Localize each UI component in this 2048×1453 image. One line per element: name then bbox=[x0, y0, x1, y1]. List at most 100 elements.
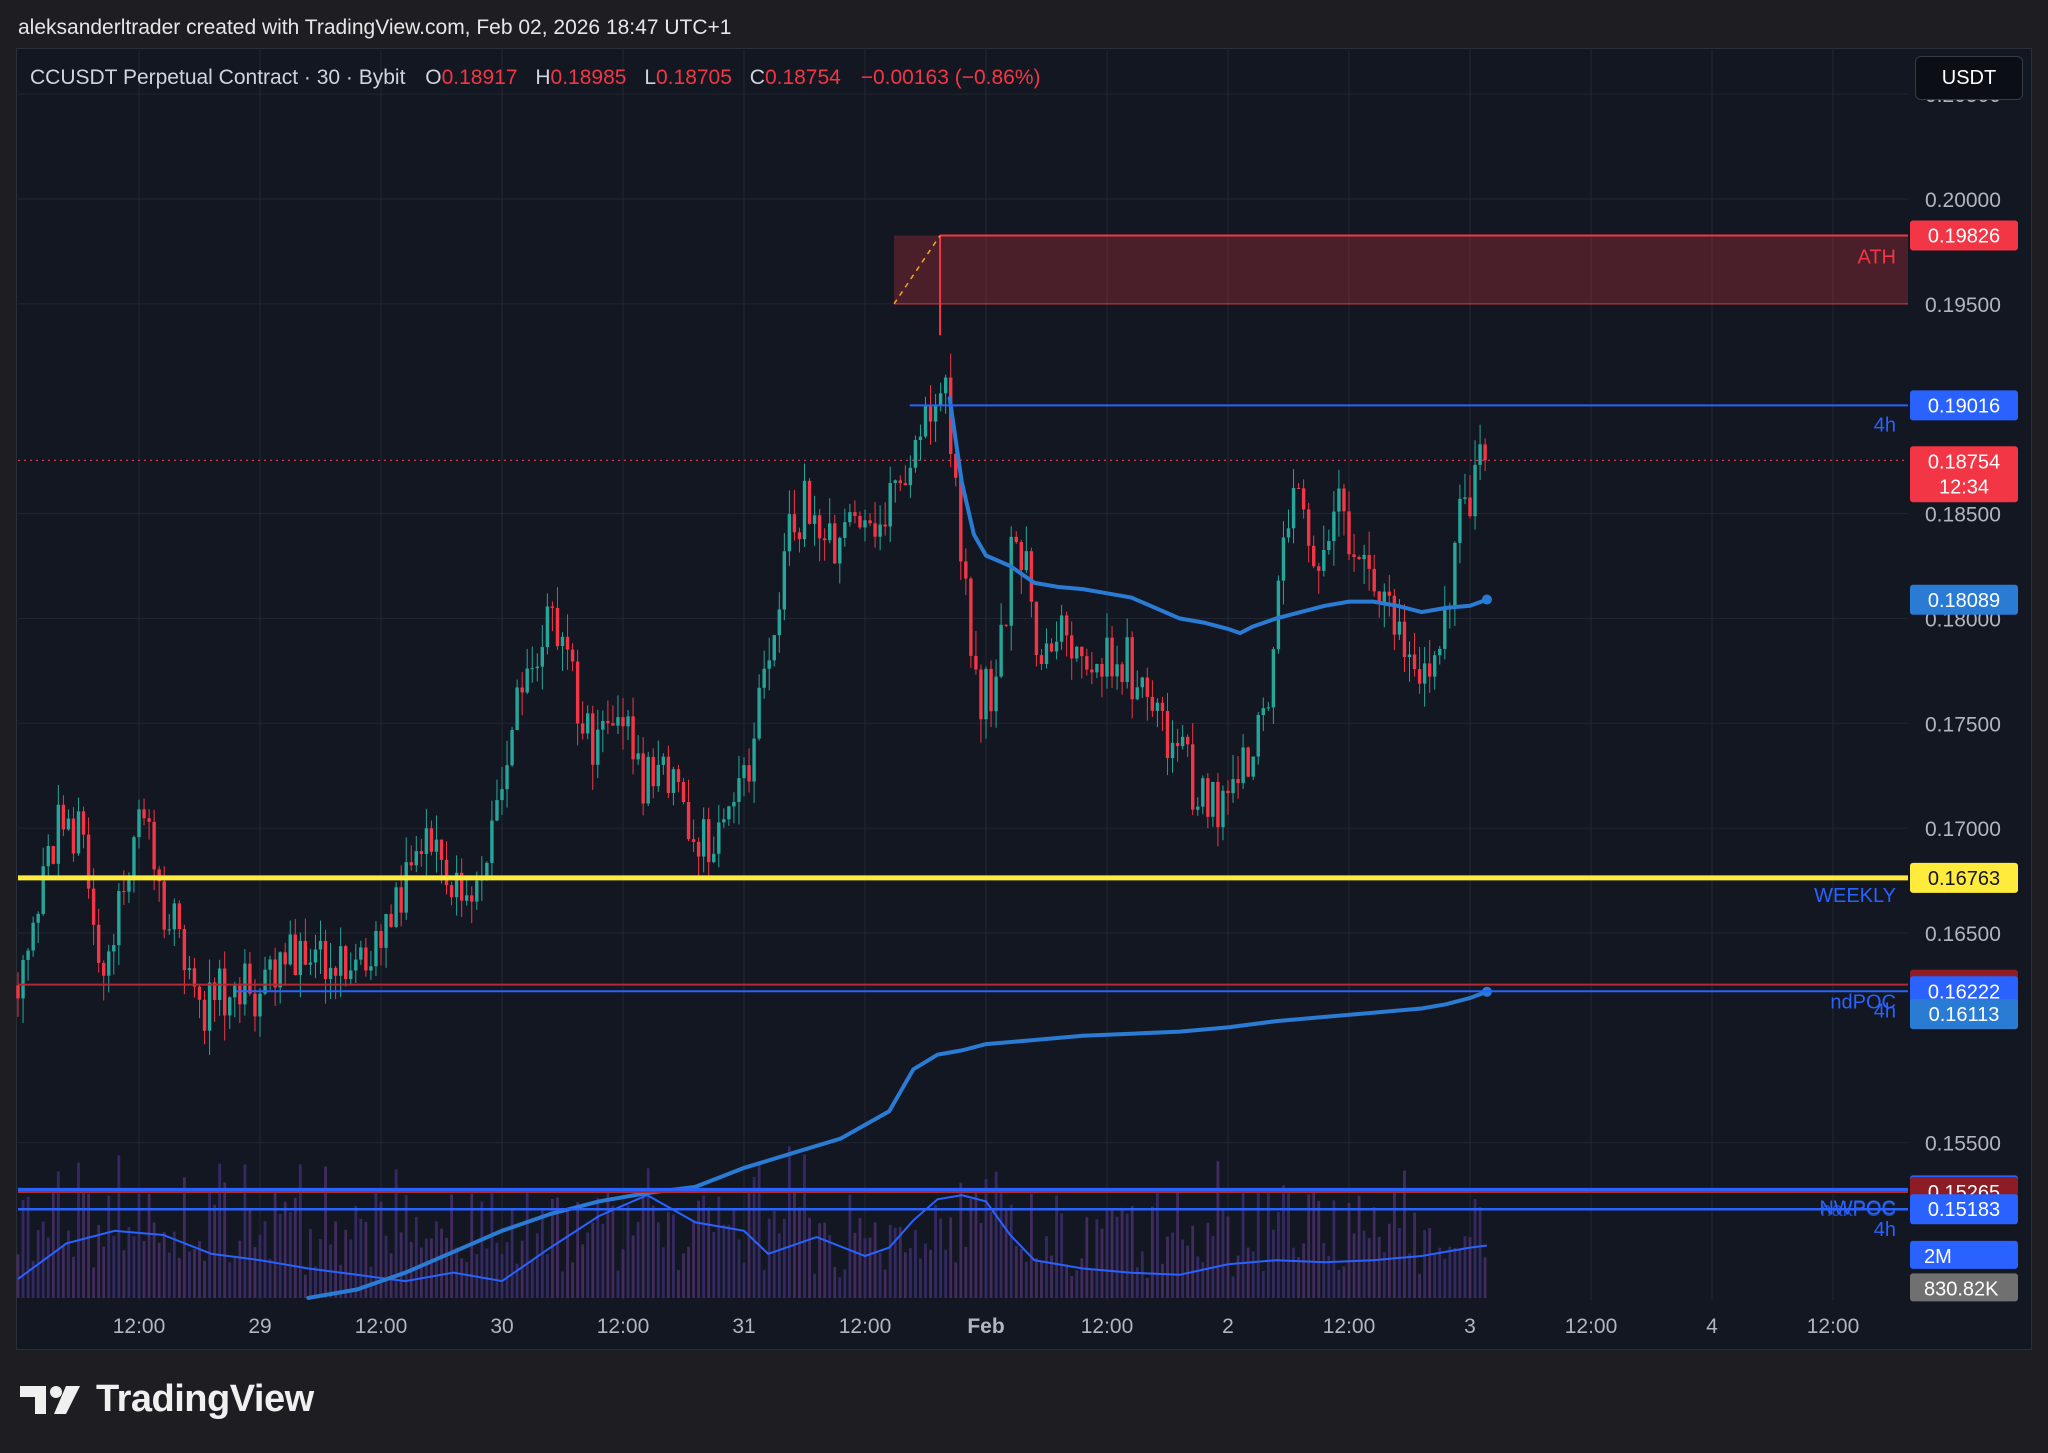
volume-bar bbox=[530, 1260, 534, 1298]
vwap-low-price-text: 0.16113 bbox=[1929, 1004, 2000, 1026]
candle bbox=[691, 839, 696, 842]
candle bbox=[555, 607, 560, 647]
volume-bar bbox=[1292, 1247, 1295, 1298]
ath-price-text: 0.19826 bbox=[1928, 225, 2000, 247]
volume-bar bbox=[107, 1195, 111, 1298]
candle bbox=[782, 551, 787, 610]
weekly-price-tag bbox=[1910, 862, 2018, 893]
candle bbox=[505, 765, 509, 790]
volume-bar bbox=[162, 1231, 166, 1298]
volume-bar bbox=[309, 1229, 312, 1298]
candle bbox=[1312, 545, 1316, 567]
volume-bar bbox=[228, 1262, 232, 1298]
volume-bar bbox=[505, 1242, 509, 1298]
candle bbox=[928, 405, 933, 422]
volume-bar bbox=[1226, 1216, 1230, 1298]
volume-bar bbox=[1181, 1239, 1185, 1298]
volume-bar bbox=[1271, 1229, 1275, 1298]
candle bbox=[187, 968, 192, 971]
candle bbox=[399, 887, 403, 913]
header-bar: aleksanderltrader created with TradingVi… bbox=[0, 0, 2048, 48]
volume-bar bbox=[611, 1205, 615, 1298]
candle bbox=[1140, 677, 1144, 688]
volume-bar bbox=[87, 1193, 90, 1298]
volume-bar bbox=[1372, 1207, 1376, 1298]
volume-bar bbox=[1342, 1266, 1346, 1298]
volume-bar bbox=[344, 1229, 348, 1298]
candle bbox=[1422, 663, 1427, 684]
volume-bar bbox=[112, 1235, 116, 1298]
candle bbox=[762, 668, 766, 688]
candle bbox=[147, 818, 151, 822]
volume-bar bbox=[92, 1267, 96, 1298]
candle bbox=[1049, 643, 1054, 652]
candle bbox=[807, 480, 812, 524]
candle bbox=[621, 717, 625, 727]
volume-bar bbox=[430, 1238, 433, 1298]
volume-bar bbox=[924, 1243, 927, 1298]
volume-bar bbox=[767, 1218, 771, 1298]
candle bbox=[1322, 550, 1326, 571]
candle bbox=[1014, 536, 1018, 542]
candle bbox=[475, 880, 479, 902]
candle bbox=[1206, 778, 1210, 817]
candle bbox=[61, 804, 66, 830]
volume-bar bbox=[1055, 1195, 1058, 1298]
candle bbox=[878, 524, 882, 537]
candle bbox=[943, 377, 948, 394]
candle bbox=[132, 837, 136, 881]
candle bbox=[333, 967, 338, 976]
candle bbox=[1221, 790, 1225, 828]
volume-bar bbox=[213, 1204, 217, 1298]
candle bbox=[36, 913, 40, 923]
volume-bar bbox=[1387, 1223, 1391, 1298]
candle bbox=[888, 483, 892, 527]
volume-bar bbox=[1080, 1258, 1084, 1298]
volume-bar bbox=[77, 1162, 80, 1298]
candle bbox=[1150, 696, 1155, 711]
candle bbox=[1044, 643, 1049, 664]
low-key: L bbox=[644, 66, 656, 89]
vwap-price-text: 0.18089 bbox=[1928, 590, 2000, 612]
candle bbox=[298, 940, 303, 976]
symbol-name[interactable]: CCUSDT Perpetual Contract · 30 · Bybit bbox=[30, 66, 406, 89]
candle bbox=[278, 952, 282, 988]
volume-bar bbox=[873, 1222, 877, 1298]
volume-bar bbox=[1216, 1161, 1220, 1298]
volume-bar bbox=[16, 1254, 20, 1298]
volume-bar bbox=[1302, 1243, 1306, 1298]
volume-bar bbox=[122, 1250, 126, 1298]
volume-scale-tag bbox=[1910, 1240, 2018, 1269]
x-tick-label: 12:00 bbox=[355, 1315, 408, 1338]
y-tick-label: 0.17000 bbox=[1925, 818, 2001, 841]
candle bbox=[1473, 464, 1477, 517]
candle bbox=[1175, 742, 1180, 747]
y-tick-label: 0.17500 bbox=[1925, 713, 2001, 736]
currency-button[interactable]: USDT bbox=[1915, 56, 2023, 100]
candle bbox=[984, 668, 988, 720]
last-price-price-text: 0.18754 bbox=[1928, 451, 2000, 473]
volume-bar bbox=[263, 1221, 267, 1298]
candle bbox=[913, 440, 918, 468]
volume-scale-text: 2M bbox=[1924, 1246, 1952, 1268]
candle bbox=[1110, 637, 1114, 677]
candle bbox=[1387, 591, 1392, 596]
volume-bars bbox=[16, 1146, 1487, 1298]
chart-frame[interactable] bbox=[16, 48, 2032, 1350]
volume-bar bbox=[1221, 1209, 1225, 1298]
volume-bar bbox=[1403, 1170, 1406, 1298]
tradingview-brand[interactable]: TradingView bbox=[20, 1378, 314, 1421]
volume-bar bbox=[828, 1235, 832, 1298]
candle bbox=[722, 819, 726, 823]
volume-bar bbox=[727, 1224, 731, 1298]
candle bbox=[1377, 591, 1381, 603]
volume-bar bbox=[117, 1155, 121, 1298]
volume-bar bbox=[167, 1252, 171, 1298]
volume-bar bbox=[515, 1263, 519, 1298]
candle bbox=[394, 887, 398, 927]
volume-bar bbox=[67, 1230, 70, 1298]
volume-bar bbox=[742, 1262, 746, 1298]
naked-poc-text: nakPOC bbox=[1820, 1199, 1896, 1221]
volume-bar bbox=[369, 1266, 373, 1298]
